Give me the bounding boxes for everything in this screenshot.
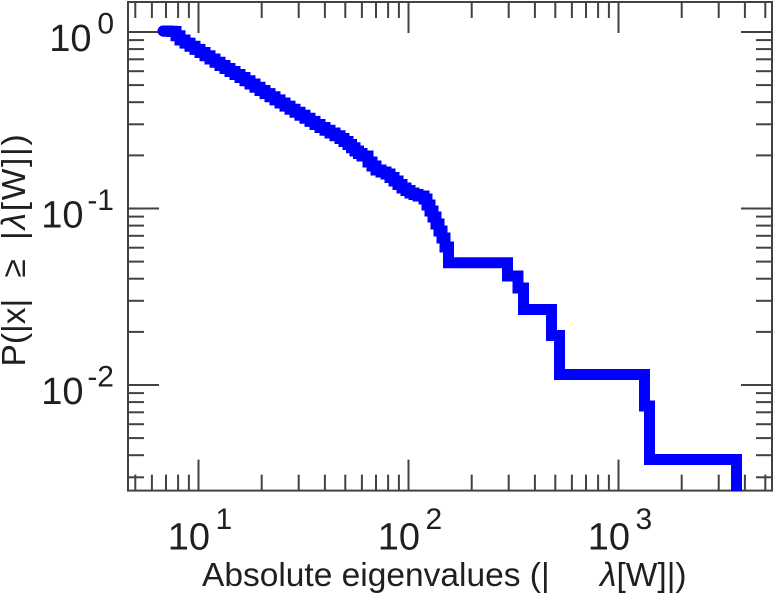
svg-text:-1: -1 [87, 184, 114, 217]
svg-text:λ[W]|): λ[W]|) [598, 557, 687, 594]
svg-text:|: | [0, 231, 33, 240]
svg-text:1: 1 [216, 503, 233, 536]
svg-text:0: 0 [97, 8, 114, 41]
svg-text:10: 10 [41, 371, 83, 413]
svg-text:10: 10 [588, 517, 630, 559]
svg-text:10: 10 [168, 517, 210, 559]
svg-text:3: 3 [636, 503, 653, 536]
svg-text:10: 10 [41, 195, 83, 237]
svg-text:-2: -2 [87, 361, 114, 394]
svg-text:2: 2 [426, 503, 443, 536]
svg-text:10: 10 [378, 517, 420, 559]
svg-text:Absolute eigenvalues (|: Absolute eigenvalues (| [202, 557, 550, 594]
svg-text:P(|x|: P(|x| [0, 299, 33, 367]
svg-text:10: 10 [49, 18, 91, 60]
svg-text:≥: ≥ [0, 259, 33, 277]
svg-text:λ[W]|): λ[W]|) [0, 133, 33, 232]
